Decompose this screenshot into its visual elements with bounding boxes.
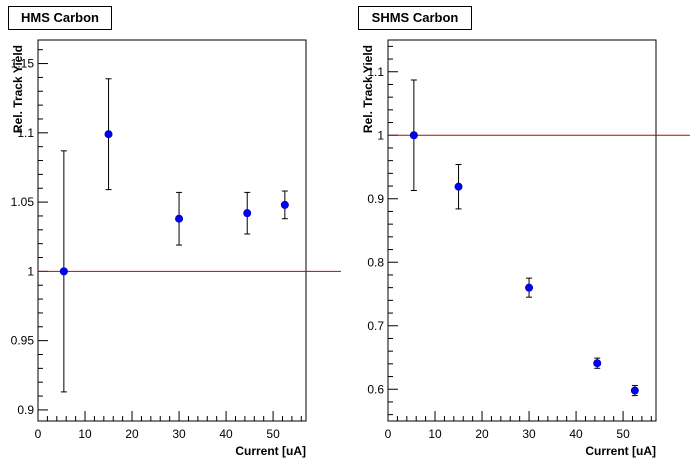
hms-x-tick-label: 0	[35, 427, 42, 441]
shms-y-tick-label: 1	[377, 128, 384, 142]
hms-data-point	[243, 209, 252, 218]
hms-x-tick-label: 20	[125, 427, 139, 441]
shms-data-point	[409, 131, 418, 140]
shms-y-tick-label: 0.6	[367, 382, 384, 396]
hms-frame	[37, 39, 307, 422]
shms-plot: 0 10 20 30 40 50 0.6 0.7 0.8 0.9 1 1.1 Current [uA] R…	[361, 39, 690, 458]
hms-x-tick-label: 40	[219, 427, 233, 441]
hms-y-tick-label: 1.05	[11, 195, 35, 209]
shms-x-tick-label: 50	[616, 427, 630, 441]
hms-y-axis-label: Rel. Track Yield	[11, 45, 25, 133]
shms-x-axis-label: Current [uA]	[585, 444, 656, 458]
shms-y-axis-label: Rel. Track Yield	[361, 45, 375, 133]
hms-x-tick-label: 10	[78, 427, 92, 441]
shms-y-tick-label: 0.9	[367, 192, 384, 206]
shms-title: SHMS Carbon	[371, 10, 459, 25]
shms-data-point	[525, 283, 534, 292]
hms-title-box: HMS Carbon	[8, 6, 112, 30]
shms-data-point	[630, 386, 639, 395]
hms-x-tick-label: 50	[266, 427, 280, 441]
hms-y-tick-label: 0.9	[17, 403, 34, 417]
hms-title: HMS Carbon	[21, 10, 99, 25]
hms-x-tick-label: 30	[172, 427, 186, 441]
shms-data-point	[454, 182, 463, 191]
hms-y-tick-label: 0.95	[11, 334, 35, 348]
hms-y-tick-label: 1	[27, 264, 34, 278]
shms-data-point	[593, 359, 602, 368]
shms-x-tick-label: 40	[569, 427, 583, 441]
hms-data-point	[59, 267, 68, 276]
hms-y-tick-label: 1.15	[11, 57, 35, 71]
shms-y-tick-label: 1.1	[367, 65, 384, 79]
shms-frame	[387, 39, 657, 422]
hms-x-axis-label: Current [uA]	[235, 444, 306, 458]
shms-title-box: SHMS Carbon	[358, 6, 472, 30]
shms-x-tick-label: 20	[475, 427, 489, 441]
hms-data-point	[175, 214, 184, 223]
hms-data-point	[280, 200, 289, 209]
hms-plot: 0 10 20 30 40 50 0.9 0.95 1 1.05 1.1 1.15 Current [u…	[11, 39, 341, 458]
hms-data-point	[104, 130, 113, 139]
shms-x-tick-label: 30	[522, 427, 536, 441]
shms-y-tick-label: 0.8	[367, 255, 384, 269]
shms-x-tick-label: 10	[428, 427, 442, 441]
shms-x-tick-label: 0	[385, 427, 392, 441]
shms-y-tick-label: 0.7	[367, 319, 384, 333]
hms-y-tick-label: 1.1	[17, 126, 34, 140]
